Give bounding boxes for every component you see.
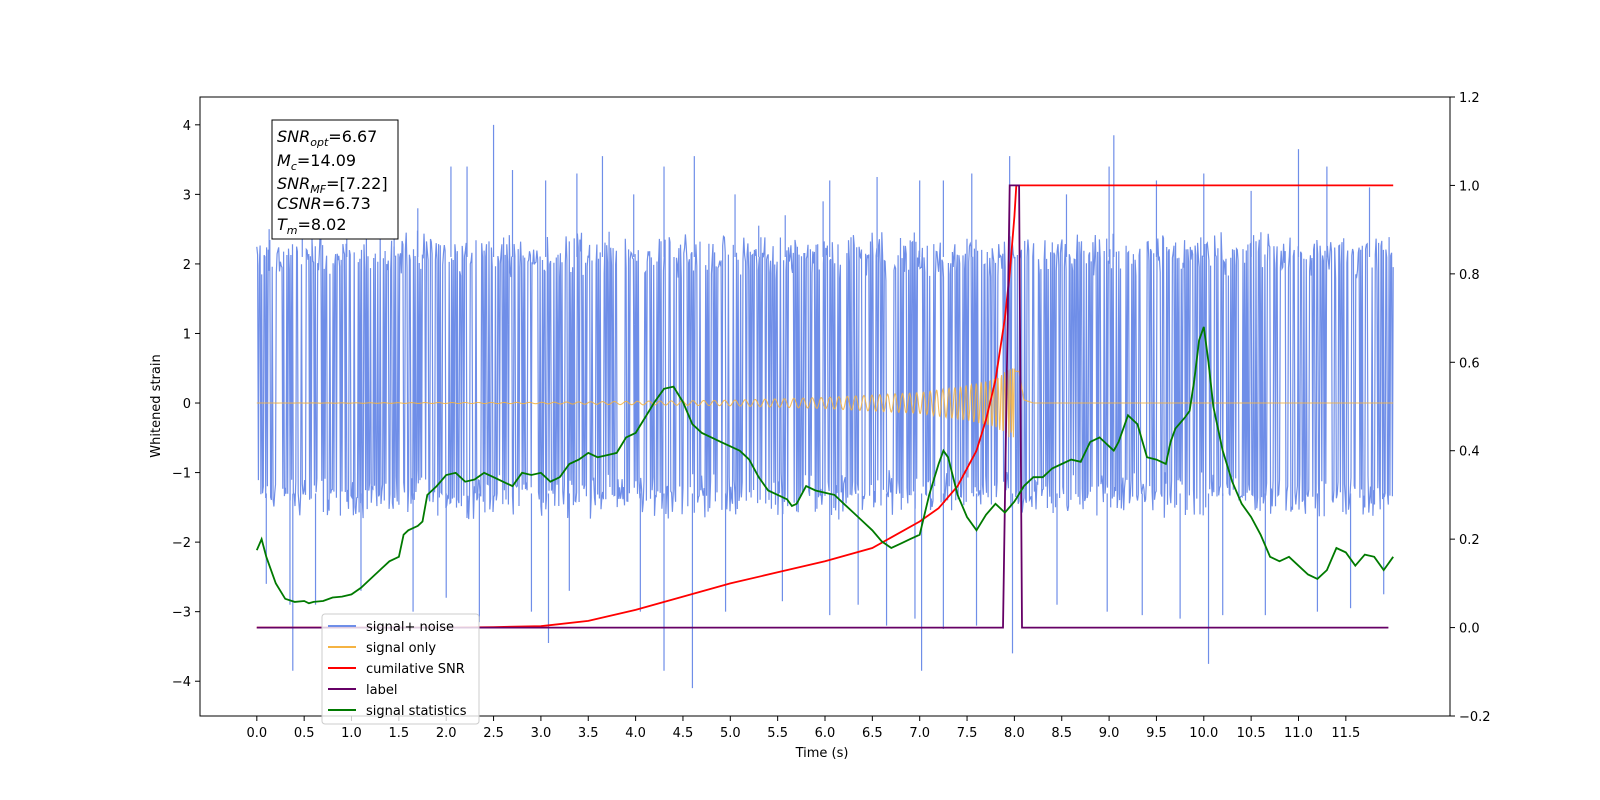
legend-box [321,613,480,725]
x-tick-label: 6.0 [815,726,836,741]
x-axis-label: Time (s) [795,746,849,761]
y-tick-label: 4 [183,119,191,134]
x-tick-label: 9.5 [1146,726,1167,741]
x-tick-label: 2.5 [483,726,504,741]
legend-label-signal-statistics: signal statistics [366,704,467,719]
x-tick-label: 0.5 [294,726,315,741]
series-signal-noise-spikes [265,124,1385,689]
x-tick-label: 10.0 [1189,726,1218,741]
series-label [256,184,1389,629]
stats-snr-mf: SNRMF=[7.22] [277,174,388,196]
y-tick-label: −2 [172,536,191,551]
x-tick-label: 1.0 [341,726,362,741]
x-tick-label: 7.5 [957,726,978,741]
y2-tick-label: 1.0 [1459,179,1480,194]
x-tick-label: 2.0 [436,726,457,741]
series-cumulative-snr [256,184,1394,629]
y2-tick-label: 1.2 [1459,91,1480,106]
y2-axis-ticks: 1.2 1.0 0.8 0.6 0.4 0.2 0.0 −0.2 [1450,91,1491,725]
x-tick-label: 11.5 [1331,726,1360,741]
legend: signal+ noise signal only cumilative SNR… [321,613,480,725]
x-tick-label: 9.0 [1099,726,1120,741]
legend-label-cumulative-snr: cumilative SNR [366,662,465,677]
y-tick-label: 1 [183,327,191,342]
y-tick-label: 3 [183,188,191,203]
y-tick-label: −3 [172,606,191,621]
y-axis-label: Whitened strain [149,354,164,457]
x-tick-label: 10.5 [1237,726,1266,741]
stats-annotation: SNRopt=6.67 Mc=14.09 SNRMF=[7.22] CSNR=6… [271,119,399,240]
stats-mc: Mc=14.09 [277,151,356,173]
x-tick-label: 4.0 [625,726,646,741]
x-tick-label: 1.5 [389,726,410,741]
series-layer [255,124,1394,689]
x-tick-label: 8.0 [1004,726,1025,741]
y-tick-label: 2 [183,258,191,273]
series-signal-only [256,368,1394,438]
x-tick-label: 3.0 [531,726,552,741]
x-tick-label: 4.5 [673,726,694,741]
x-tick-label: 3.5 [578,726,599,741]
x-tick-label: 8.5 [1051,726,1072,741]
x-tick-label: 5.5 [767,726,788,741]
x-tick-label: 11.0 [1284,726,1313,741]
y2-tick-label: 0.6 [1459,356,1480,371]
stats-tm: Tm=8.02 [277,215,347,237]
y2-tick-label: 0.4 [1459,445,1480,460]
y-axis-ticks: 4 3 2 1 0 −1 −2 −3 −4 [172,119,200,690]
stats-box [271,119,399,240]
x-tick-label: 7.0 [909,726,930,741]
legend-label-label: label [366,683,397,698]
y-tick-label: −4 [172,675,191,690]
y2-tick-label: 0.0 [1459,622,1480,637]
stats-snr-opt: SNRopt=6.67 [277,127,377,149]
x-tick-label: 5.0 [720,726,741,741]
y2-tick-label: −0.2 [1459,710,1491,725]
x-axis-ticks: 0.0 0.5 1.0 1.5 2.0 2.5 3.0 3.5 4.0 4.5 5.0 5.5 6.0 6… [246,716,1360,741]
stats-csnr: CSNR=6.73 [277,194,371,213]
x-tick-label: 6.5 [862,726,883,741]
y2-tick-label: 0.2 [1459,533,1480,548]
x-tick-label: 0.0 [246,726,267,741]
legend-label-signal-only: signal only [366,641,436,656]
y-tick-label: −1 [172,467,191,482]
y-tick-label: 0 [183,397,191,412]
y2-tick-label: 0.8 [1459,268,1480,283]
legend-label-signal-noise: signal+ noise [366,620,454,635]
series-signal-statistics [255,326,1394,605]
